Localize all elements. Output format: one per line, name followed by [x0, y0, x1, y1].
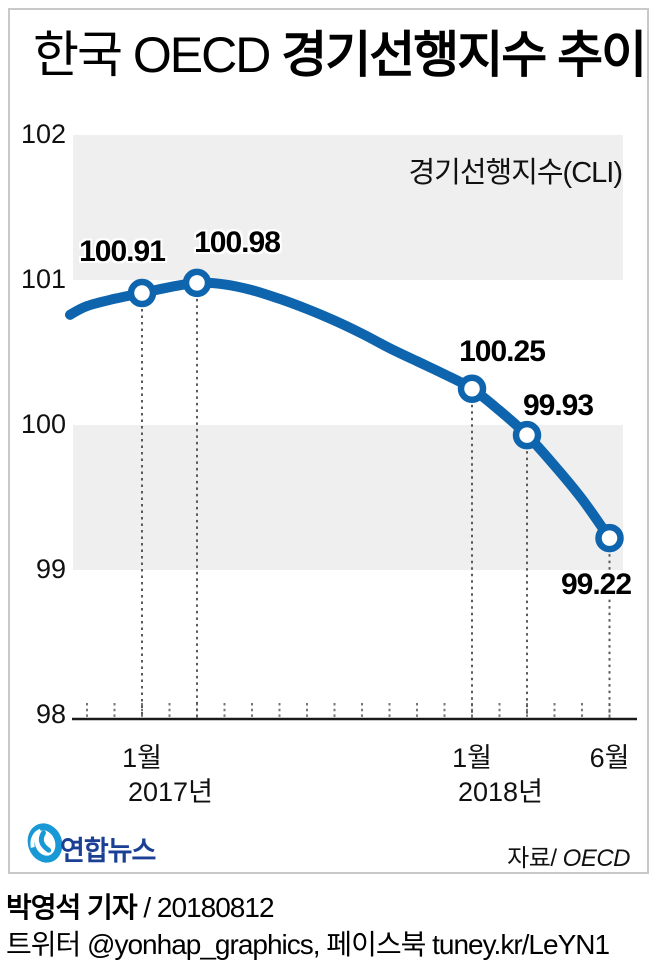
- data-point-value-label: 99.22: [560, 568, 632, 601]
- data-point-value-label: 100.98: [194, 226, 281, 259]
- series-label: 경기선행지수(CLI): [408, 157, 623, 189]
- byline-date: / 20180812: [136, 892, 274, 923]
- source-prefix: 자료/: [507, 845, 563, 872]
- y-tick-label: 102: [20, 119, 66, 149]
- source-credit: 자료/ OECD: [507, 838, 630, 873]
- page-title: 한국 OECD 경기선행지수 추이: [33, 24, 647, 86]
- plot-area: [73, 135, 623, 715]
- byline: 박영석 기자 / 20180812: [6, 886, 275, 926]
- source-name: OECD: [562, 845, 631, 872]
- x-tick-year-label: 2018년: [458, 777, 543, 807]
- data-point-value-label: 100.25: [459, 335, 546, 368]
- social-credit: 트위터 @yonhap_graphics, 페이스북 tuney.kr/LeYN…: [6, 929, 610, 960]
- x-tick-month-label: 6월: [589, 743, 630, 773]
- yonhap-logo-icon: [27, 823, 63, 863]
- data-point-value-label: 100.91: [79, 235, 166, 268]
- x-tick-month-label: 1월: [452, 743, 492, 773]
- y-tick-label: 100: [20, 409, 66, 439]
- yonhap-logo-text: 연합뉴스: [60, 836, 156, 866]
- data-point-value-label: 99.93: [522, 389, 594, 422]
- page-title-prefix: 한국 OECD: [33, 27, 282, 83]
- y-tick-label: 99: [35, 554, 66, 584]
- byline-name: 박영석 기자: [6, 892, 138, 923]
- y-tick-label: 98: [35, 699, 66, 729]
- page-title-main: 경기선행지수 추이: [281, 27, 647, 83]
- x-tick-month-label: 1월: [122, 743, 162, 773]
- y-tick-label: 101: [20, 264, 66, 294]
- x-tick-year-label: 2017년: [128, 777, 213, 807]
